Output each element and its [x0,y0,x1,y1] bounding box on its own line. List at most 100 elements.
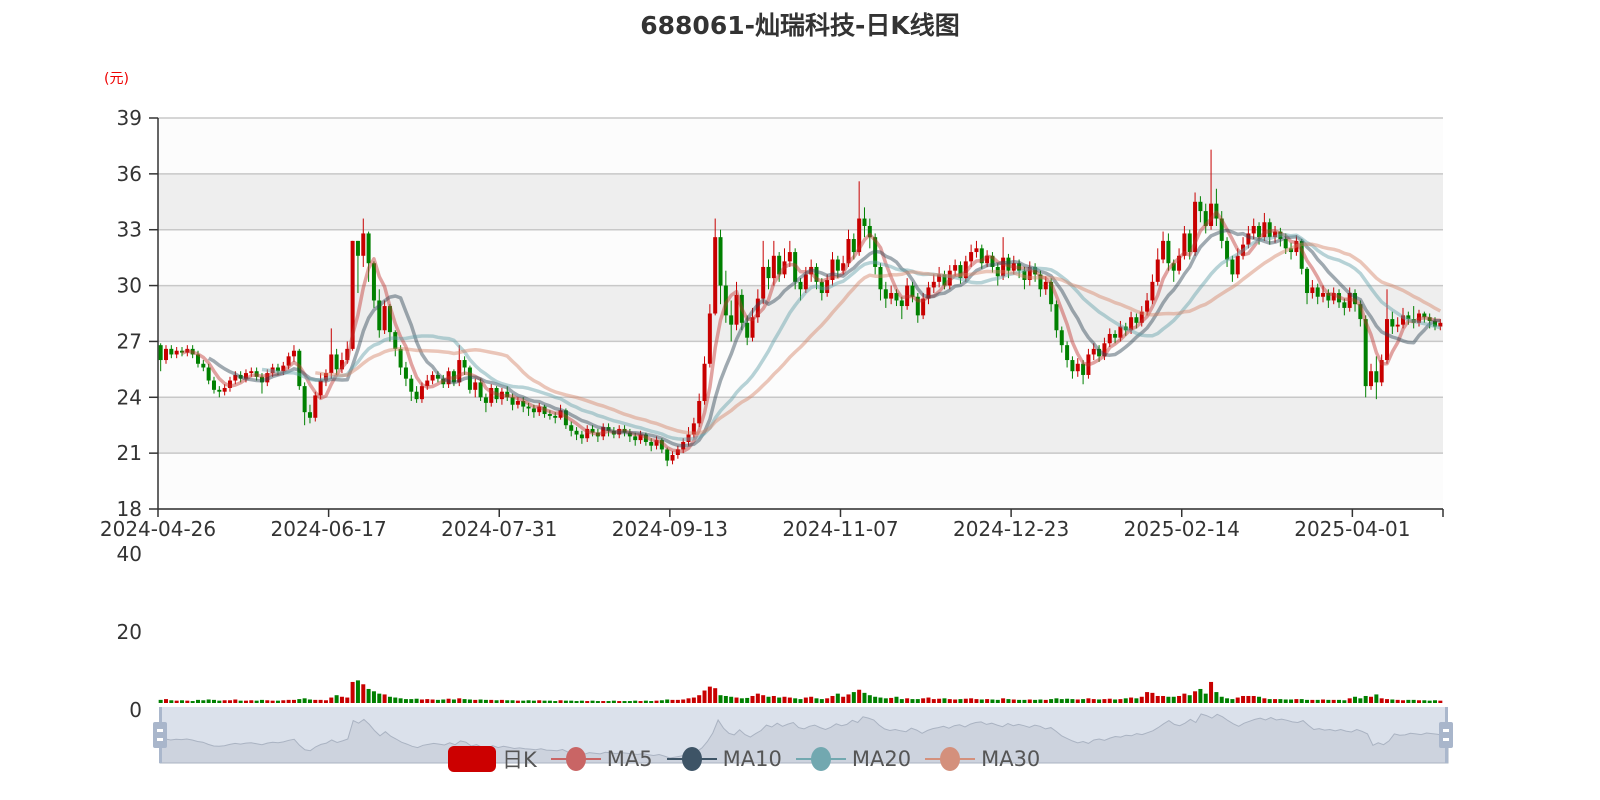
candle-body [1219,218,1224,241]
candle-body [755,298,760,318]
volume-bar [643,700,648,703]
candle-body [1022,270,1027,280]
volume-bar [990,699,995,703]
candle-body [905,285,910,307]
volume-bar [307,699,312,703]
candle [601,423,606,441]
y-tick-label: 21 [117,441,142,465]
candle [883,281,888,308]
candle [467,365,472,394]
volume-bar [243,700,248,703]
candle [771,240,776,286]
candle-body [435,374,440,379]
volume-bar [1273,699,1278,703]
candle [878,263,883,301]
candle [1289,242,1294,260]
candle [1422,311,1427,323]
candle-body [1075,363,1080,372]
volume-bar [505,700,510,703]
candle [350,240,355,351]
slider-handle-right[interactable] [1439,707,1453,763]
candle [665,447,670,467]
split-area [158,453,1443,509]
candle [835,255,840,279]
volume-bar [942,698,947,703]
legend-line-icon [550,746,601,772]
candle [702,356,707,405]
volume-bar [793,698,798,703]
volume-bar [446,698,451,703]
volume-bar [814,698,819,703]
candle [857,181,862,256]
candle-body [275,367,280,372]
candle [1006,253,1011,279]
y-tick-label: 33 [117,218,142,242]
candle-body [1097,348,1102,357]
candle-body [1257,225,1262,238]
candle [1315,283,1320,305]
candle [169,345,174,359]
candle [766,259,771,290]
candle [1363,315,1368,398]
candle-body [377,300,382,331]
volume-bar [361,684,366,703]
candle-body [1139,311,1144,323]
candle [297,348,302,390]
candle [1049,278,1054,312]
candle [1299,239,1304,275]
candle-body [937,274,942,282]
candle-body [942,274,947,286]
candle-body [1193,201,1198,253]
candle-body [318,380,323,396]
candle [606,423,611,437]
candle-body [1065,345,1070,361]
candle [1150,274,1155,305]
candle [457,345,462,387]
volume-bar [393,697,398,703]
candle-body [457,360,462,383]
candle [1123,322,1128,336]
candle [654,436,659,450]
volume-bar [419,699,424,703]
ma-line-ma5 [181,210,1441,454]
candle [1374,356,1379,400]
candle-body [1385,319,1390,361]
candle-body [387,306,392,333]
x-tick-label: 2024-11-07 [782,517,898,541]
candle [809,259,814,282]
candle [206,363,211,385]
candle [633,432,638,446]
volume-bar [1342,700,1347,703]
candle [265,369,270,387]
candle [793,248,798,290]
volume-bar [750,695,755,703]
volume-bar [185,700,190,703]
volume-bar [995,699,1000,703]
candle [537,402,542,416]
volume-bar [931,699,936,703]
candle-body [1321,293,1326,297]
candle [969,244,974,267]
x-tick-label: 2025-04-01 [1294,517,1410,541]
legend-item-ma10[interactable]: MA10 [666,746,782,772]
candle-body [307,412,312,418]
volume-bar [563,700,568,703]
legend-item-ma5[interactable]: MA5 [550,746,653,772]
candle [825,274,830,297]
candle-body [1390,319,1395,327]
candle-body [515,401,520,405]
candle-body [1438,322,1443,327]
candle-body [857,218,862,253]
candle-body [1326,293,1331,301]
legend-item-ma30[interactable]: MA30 [925,746,1040,772]
volume-bar [755,693,760,703]
volume-bar [574,701,579,703]
candle [873,233,878,275]
volume-bar [947,699,952,703]
legend-item-ma20[interactable]: MA20 [795,746,911,772]
legend-item-daily-k[interactable]: 日K [448,744,537,774]
slider-handle-left[interactable] [153,707,167,763]
candle-body [713,237,718,314]
candle-body [1134,317,1139,323]
candle [195,350,200,368]
